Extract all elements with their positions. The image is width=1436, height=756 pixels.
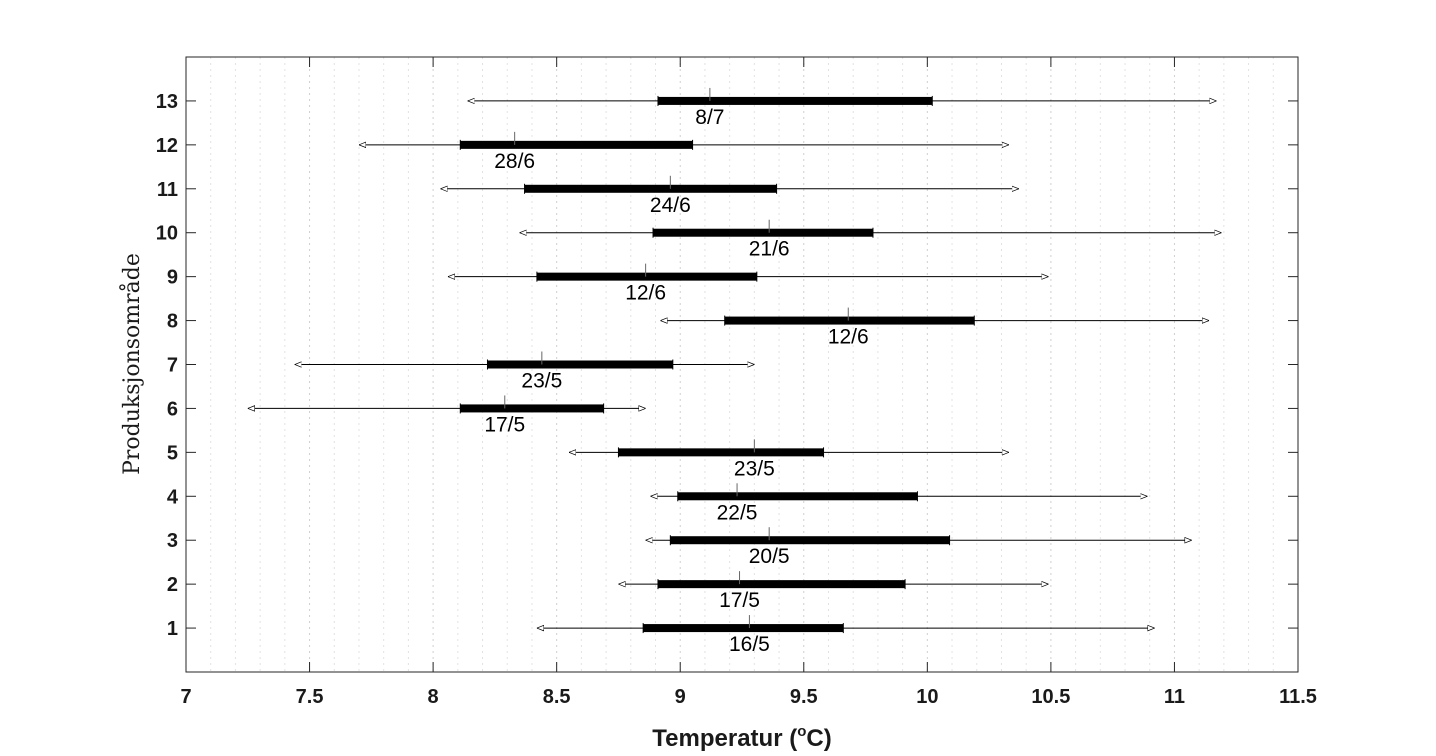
date-label: 28/6 [494, 150, 535, 173]
y-tick-label: 9 [167, 267, 178, 289]
x-axis-label: Temperatur (oC) [652, 723, 831, 752]
y-tick-label: 1 [167, 618, 178, 640]
date-label: 16/5 [729, 633, 770, 656]
x-tick-label: 9 [675, 686, 686, 708]
x-tick-label: 10.5 [1031, 686, 1070, 708]
x-axis-label-main: Temperatur ( [652, 725, 797, 752]
date-label: 8/7 [695, 106, 724, 129]
x-axis-ticks: 7 7.5 8 8.5 9 9.5 10 10.5 11 11.5 [180, 57, 1317, 708]
range-bar [657, 96, 933, 105]
date-label: 20/5 [749, 545, 790, 568]
y-tick-label: 6 [167, 398, 178, 420]
y-tick-label: 8 [167, 311, 178, 333]
y-tick-label: 2 [167, 574, 178, 596]
x-tick-label: 7.5 [296, 686, 324, 708]
date-label: 17/5 [484, 413, 525, 436]
y-tick-label: 13 [156, 91, 178, 113]
y-axis-label: Produksjonsområde [118, 253, 145, 475]
date-label: 17/5 [719, 589, 760, 612]
y-tick-label: 10 [156, 223, 178, 245]
range-bar [643, 624, 844, 633]
y-tick-label: 3 [167, 530, 178, 552]
range-bar [653, 228, 873, 237]
x-tick-label: 8 [428, 686, 439, 708]
range-bar [677, 492, 918, 501]
range-bar [536, 272, 757, 281]
range-bar [670, 536, 950, 545]
date-label: 24/6 [650, 194, 691, 217]
x-axis-label-end: C) [806, 725, 831, 752]
range-bar [487, 360, 673, 369]
range-bar [460, 404, 604, 413]
date-label: 12/6 [828, 326, 869, 349]
data-marks: 16/5 17/5 20/5 22/5 23/5 17/5 23/5 12/6 12/6 21/6… [247, 87, 1222, 656]
x-tick-label: 11.5 [1279, 686, 1317, 708]
range-bar [724, 316, 975, 325]
y-tick-label: 7 [167, 355, 178, 377]
x-tick-label: 8.5 [543, 686, 571, 708]
y-tick-label: 5 [167, 442, 178, 464]
date-label: 23/5 [734, 457, 775, 480]
date-label: 23/5 [521, 370, 562, 393]
date-label: 22/5 [717, 501, 758, 524]
x-tick-label: 10 [916, 686, 938, 708]
range-bar [524, 184, 777, 193]
date-label: 12/6 [625, 282, 666, 305]
y-tick-label: 4 [167, 486, 179, 508]
x-tick-label: 7 [180, 686, 191, 708]
range-bar [618, 448, 824, 457]
range-bar [657, 580, 906, 589]
date-label: 21/6 [749, 238, 790, 261]
y-tick-label: 12 [156, 135, 178, 157]
range-bar [460, 140, 693, 149]
x-tick-label: 11 [1164, 686, 1185, 708]
y-tick-label: 11 [157, 179, 178, 201]
x-axis-label-superscript: o [797, 723, 806, 740]
x-tick-label: 9.5 [790, 686, 818, 708]
